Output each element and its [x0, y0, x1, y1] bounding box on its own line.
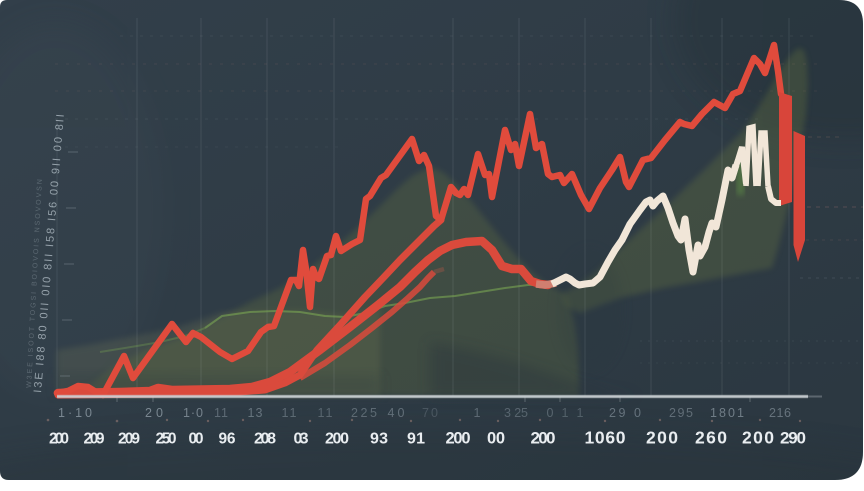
svg-text:295: 295 — [669, 406, 693, 420]
svg-text:200: 200 — [49, 431, 69, 448]
svg-text:1·0: 1·0 — [183, 406, 203, 420]
svg-text:91: 91 — [407, 431, 425, 448]
svg-text:11: 11 — [214, 406, 228, 420]
svg-text:260: 260 — [695, 428, 727, 448]
svg-text:200: 200 — [446, 430, 471, 448]
svg-text:225: 225 — [351, 406, 377, 420]
svg-text:1: 1 — [577, 406, 584, 420]
svg-text:1060: 1060 — [585, 428, 626, 448]
svg-text:290: 290 — [780, 429, 806, 448]
svg-text:3 25: 3 25 — [504, 406, 528, 420]
svg-text:209: 209 — [118, 431, 140, 448]
svg-text:250: 250 — [156, 431, 177, 448]
svg-text:03: 03 — [294, 431, 309, 448]
svg-text:1: 1 — [474, 406, 481, 420]
svg-text:1: 1 — [562, 406, 569, 420]
svg-text:00: 00 — [189, 431, 204, 448]
svg-text:13: 13 — [248, 406, 263, 420]
svg-text:00: 00 — [487, 430, 505, 448]
svg-text:0: 0 — [547, 406, 554, 420]
svg-text:200: 200 — [325, 431, 349, 448]
svg-text:200: 200 — [531, 429, 556, 448]
svg-text:216: 216 — [769, 406, 791, 420]
svg-text:29 0: 29 0 — [609, 406, 641, 420]
svg-text:1·10: 1·10 — [58, 406, 92, 420]
svg-text:11: 11 — [318, 406, 333, 420]
svg-text:96: 96 — [219, 431, 236, 448]
svg-text:11: 11 — [282, 406, 297, 420]
svg-text:208: 208 — [254, 431, 276, 448]
svg-text:200: 200 — [742, 428, 774, 448]
svg-text:93: 93 — [370, 431, 388, 448]
svg-text:200: 200 — [646, 428, 678, 448]
svg-text:209: 209 — [84, 431, 105, 448]
